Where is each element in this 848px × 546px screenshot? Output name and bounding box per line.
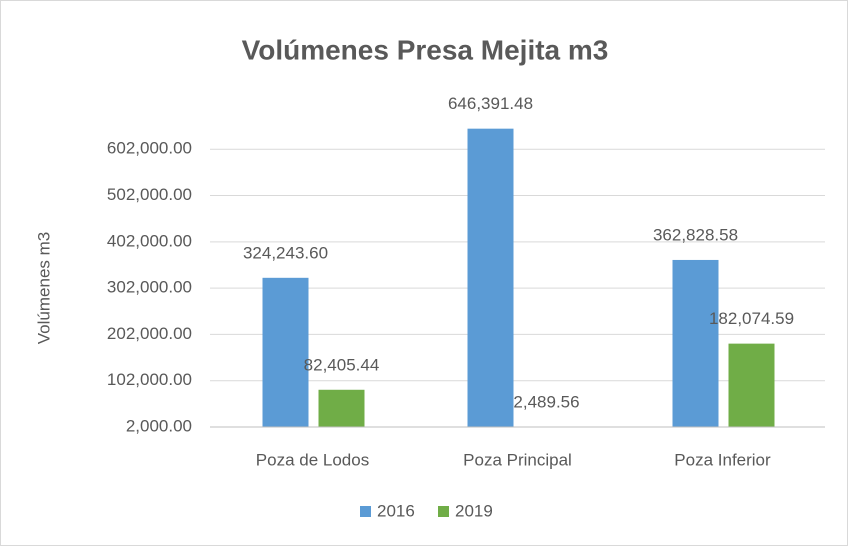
bar xyxy=(728,343,775,427)
data-label: 324,243.60 xyxy=(243,243,328,262)
data-label: 182,074.59 xyxy=(709,309,794,328)
data-label: 82,405.44 xyxy=(304,355,380,374)
chart-title: Volúmenes Presa Mejita m3 xyxy=(242,34,609,65)
y-tick-label: 202,000.00 xyxy=(107,324,192,343)
bar xyxy=(672,259,719,427)
bar xyxy=(262,277,309,427)
legend-label: 2016 xyxy=(377,501,415,520)
x-tick-label: Poza de Lodos xyxy=(256,450,369,469)
y-tick-label: 302,000.00 xyxy=(107,278,192,297)
y-tick-label: 502,000.00 xyxy=(107,185,192,204)
y-tick-label: 402,000.00 xyxy=(107,231,192,250)
bar xyxy=(467,128,514,428)
y-tick-label: 2,000.00 xyxy=(126,416,192,435)
data-label: 362,828.58 xyxy=(653,225,738,244)
y-tick-label: 602,000.00 xyxy=(107,139,192,158)
y-axis-title: Volúmenes m3 xyxy=(34,232,53,344)
y-tick-label: 102,000.00 xyxy=(107,370,192,389)
data-label: 2,489.56 xyxy=(513,392,579,411)
legend-swatch xyxy=(360,506,371,517)
legend-swatch xyxy=(438,506,449,517)
bar xyxy=(318,389,365,427)
legend-label: 2019 xyxy=(455,501,493,520)
x-tick-label: Poza Principal xyxy=(463,450,572,469)
data-label: 646,391.48 xyxy=(448,94,533,113)
x-tick-label: Poza Inferior xyxy=(674,450,771,469)
